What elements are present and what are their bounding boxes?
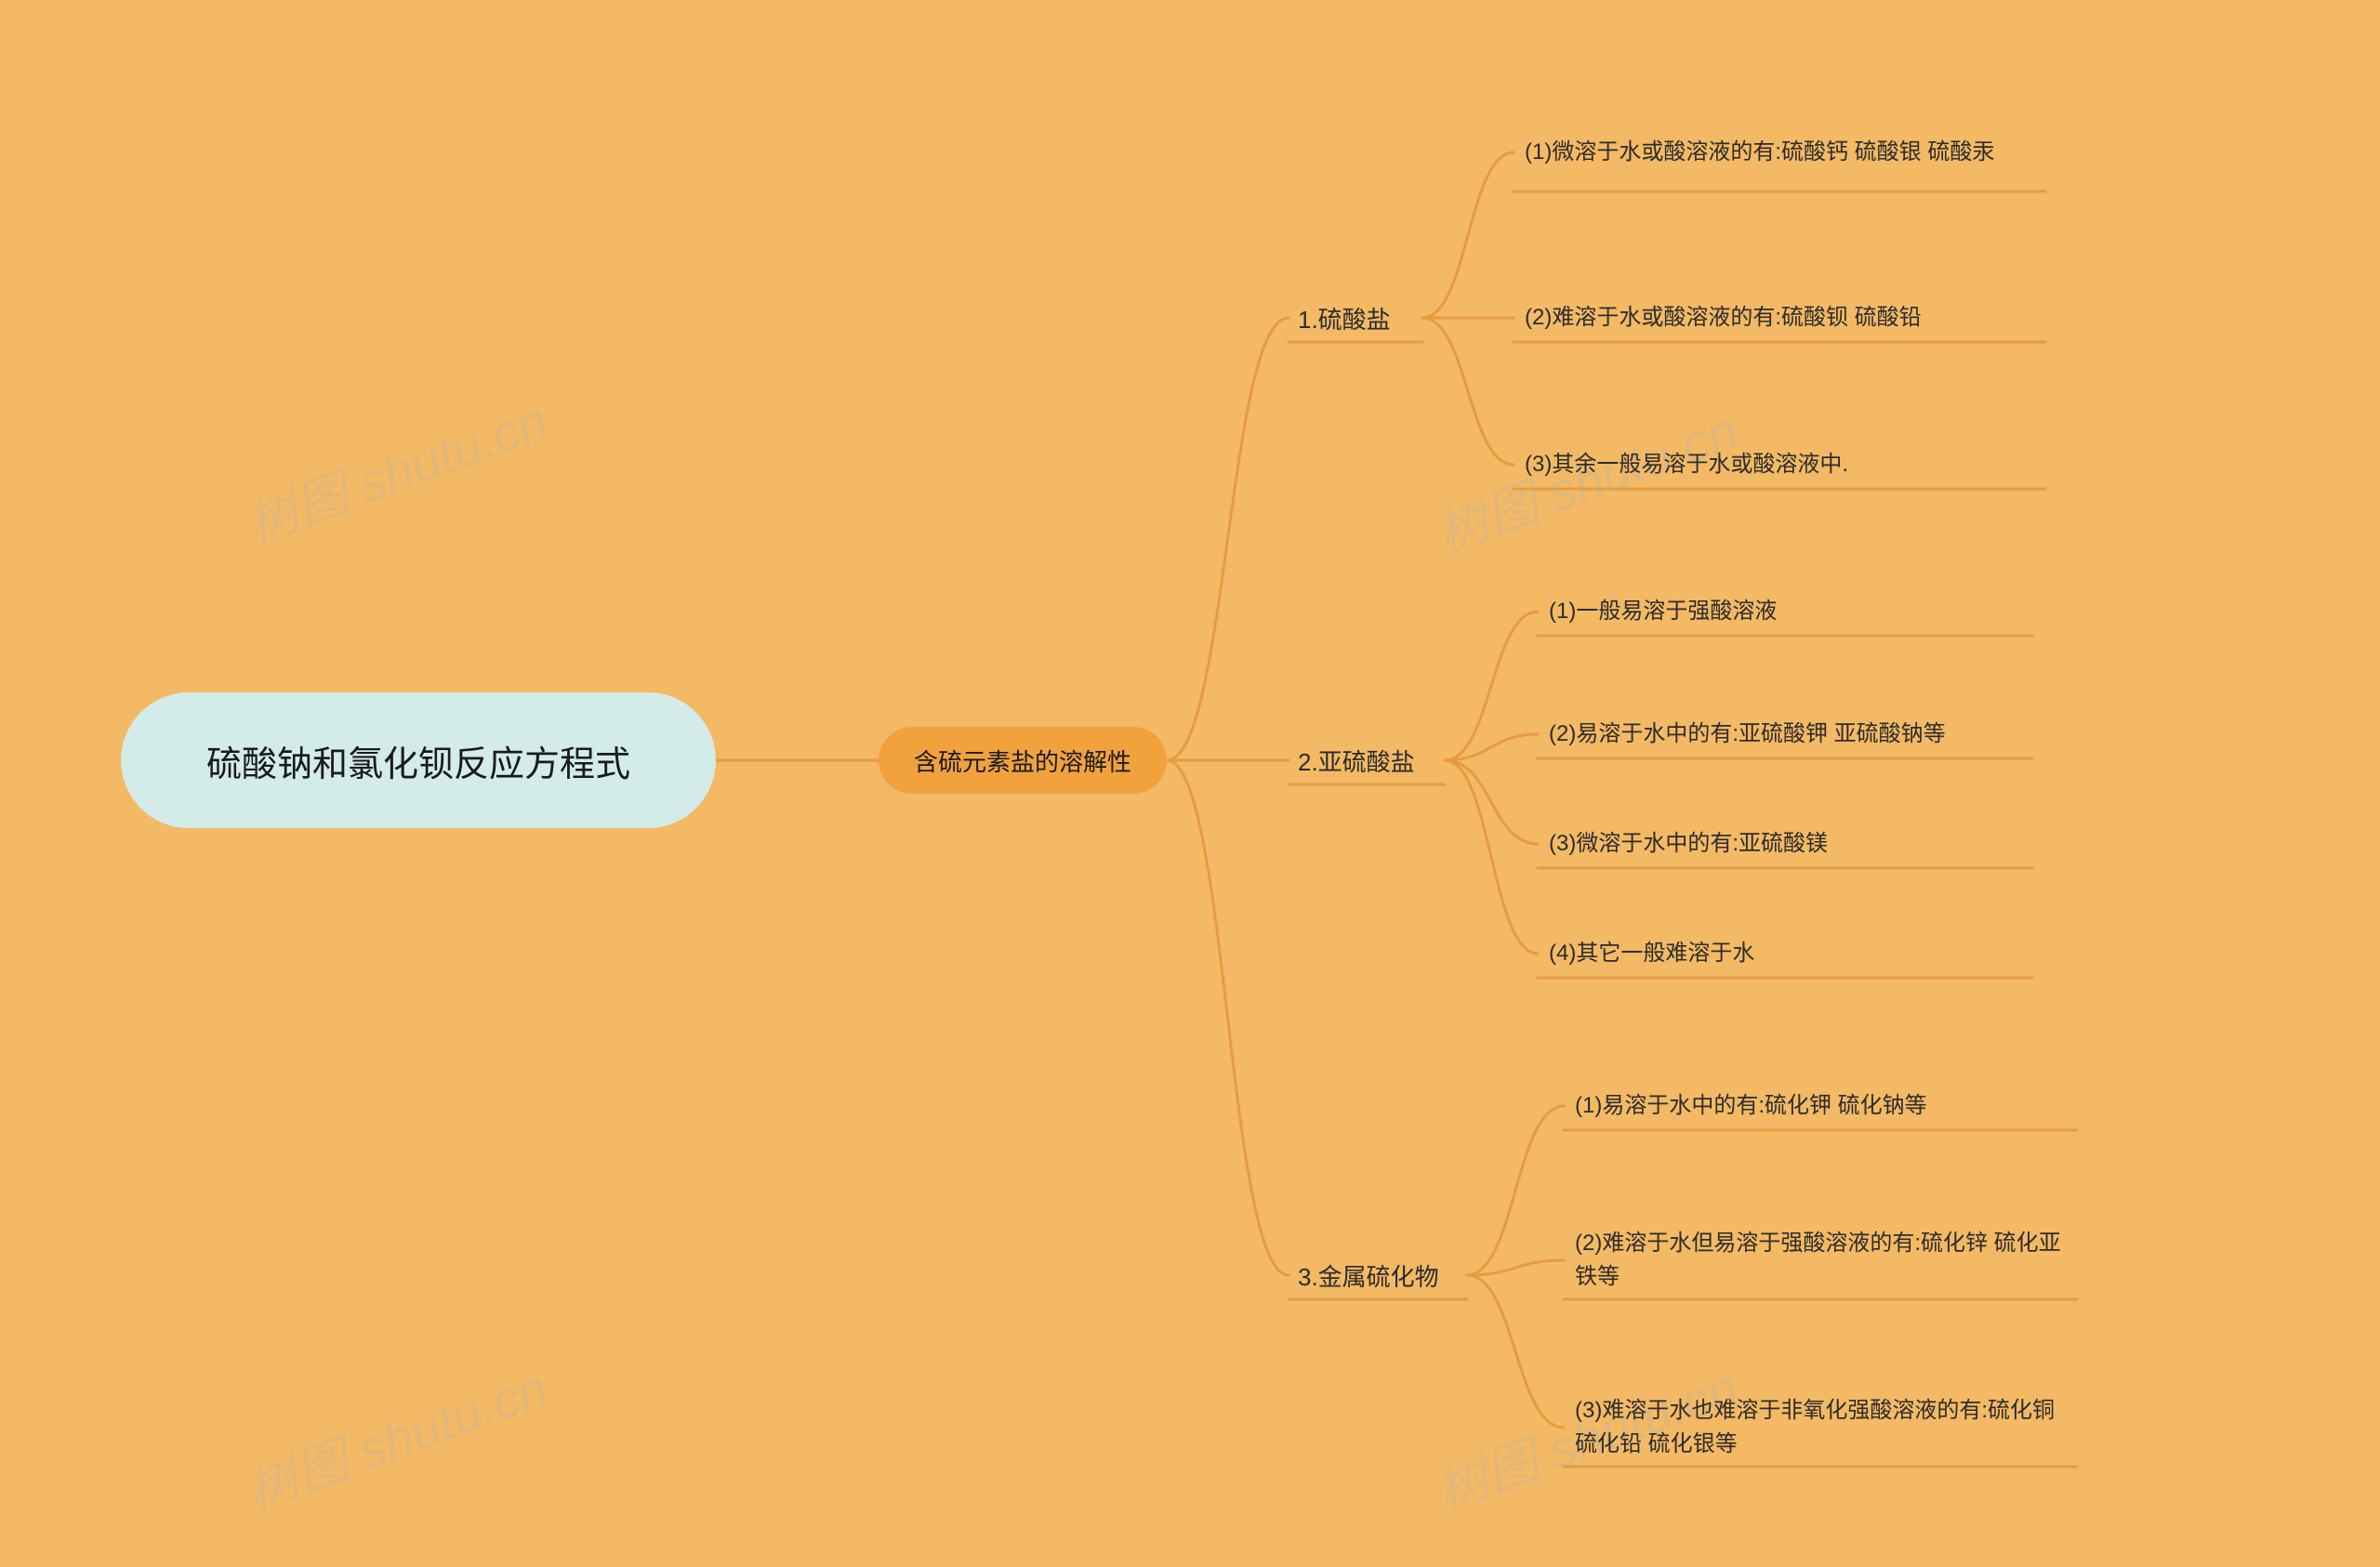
leaf-node[interactable]: (3)难溶于水也难溶于非氧化强酸溶液的有:硫化铜 硫化铅 硫化银等 xyxy=(1575,1394,2077,1461)
mindmap-canvas: 树图 shutu.cn树图 shutu.cn树图 shutu.cn树图 shut… xyxy=(0,0,2380,1567)
root-label: 硫酸钠和氯化钡反应方程式 xyxy=(206,735,630,786)
leaf-label: (1)易溶于水中的有:硫化钾 硫化钠等 xyxy=(1575,1089,1927,1123)
branch-label: 1.硫酸盐 xyxy=(1298,301,1391,336)
branch-label: 3.金属硫化物 xyxy=(1298,1258,1439,1293)
leaf-node[interactable]: (3)其余一般易溶于水或酸溶液中. xyxy=(1525,446,2045,483)
leaf-label: (1)微溶于水或酸溶液的有:硫酸钙 硫酸银 硫酸汞 xyxy=(1525,136,1994,169)
leaf-label: (2)难溶于水或酸溶液的有:硫酸钡 硫酸铅 xyxy=(1525,301,1922,335)
leaf-label: (3)难溶于水也难溶于非氧化强酸溶液的有:硫化铜 硫化铅 硫化银等 xyxy=(1575,1394,2077,1461)
watermark: 树图 shutu.cn xyxy=(234,1347,557,1525)
branch-node[interactable]: 3.金属硫化物 xyxy=(1298,1257,1463,1294)
leaf-label: (1)一般易溶于强酸溶液 xyxy=(1549,595,1777,628)
level1-node[interactable]: 含硫元素盐的溶解性 xyxy=(879,727,1167,794)
leaf-node[interactable]: (2)易溶于水中的有:亚硫酸钾 亚硫酸钠等 xyxy=(1549,716,2032,753)
leaf-node[interactable]: (1)易溶于水中的有:硫化钾 硫化钠等 xyxy=(1575,1087,2077,1125)
leaf-label: (3)其余一般易溶于水或酸溶液中. xyxy=(1525,448,1848,481)
leaf-node[interactable]: (1)微溶于水或酸溶液的有:硫酸钙 硫酸银 硫酸汞 xyxy=(1525,119,2045,186)
watermark: 树图 shutu.cn xyxy=(234,380,557,559)
leaf-node[interactable]: (2)难溶于水但易溶于强酸溶液的有:硫化锌 硫化亚铁等 xyxy=(1575,1227,2077,1294)
leaf-label: (3)微溶于水中的有:亚硫酸镁 xyxy=(1549,827,1828,861)
leaf-node[interactable]: (3)微溶于水中的有:亚硫酸镁 xyxy=(1549,825,2032,863)
level1-label: 含硫元素盐的溶解性 xyxy=(914,744,1131,778)
branch-node[interactable]: 1.硫酸盐 xyxy=(1298,299,1419,336)
leaf-node[interactable]: (1)一般易溶于强酸溶液 xyxy=(1549,593,2032,630)
branch-label: 2.亚硫酸盐 xyxy=(1298,744,1415,778)
leaf-node[interactable]: (4)其它一般难溶于水 xyxy=(1549,935,2032,972)
leaf-label: (2)易溶于水中的有:亚硫酸钾 亚硫酸钠等 xyxy=(1549,718,1946,751)
leaf-node[interactable]: (2)难溶于水或酸溶液的有:硫酸钡 硫酸铅 xyxy=(1525,299,2045,336)
leaf-label: (2)难溶于水但易溶于强酸溶液的有:硫化锌 硫化亚铁等 xyxy=(1575,1227,2077,1294)
leaf-label: (4)其它一般难溶于水 xyxy=(1549,937,1754,970)
root-node[interactable]: 硫酸钠和氯化钡反应方程式 xyxy=(121,692,716,828)
branch-node[interactable]: 2.亚硫酸盐 xyxy=(1298,742,1441,779)
